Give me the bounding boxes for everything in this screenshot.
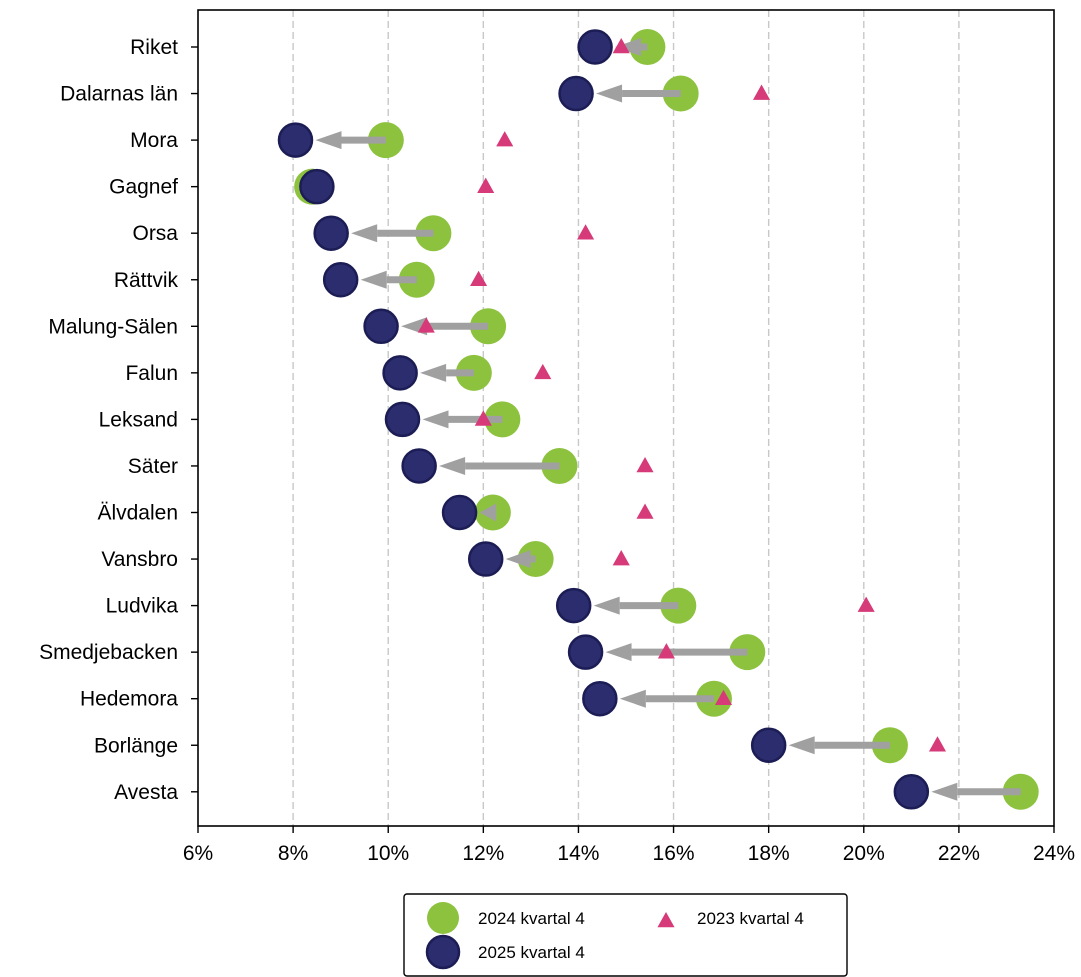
point-2025 <box>277 122 314 158</box>
point-2023 <box>534 363 552 380</box>
category-label: Orsa <box>132 222 178 245</box>
x-tick-label: 6% <box>183 842 213 865</box>
change-arrow <box>931 782 1021 801</box>
point-2024 <box>1002 773 1039 810</box>
x-tick-label: 12% <box>462 842 504 865</box>
point-2023 <box>857 596 875 612</box>
category-label: Dalarnas län <box>60 83 178 106</box>
point-2025 <box>441 494 478 531</box>
category-label: Älvdalen <box>97 502 178 525</box>
change-arrow <box>420 363 474 382</box>
category-label: Borlänge <box>94 734 178 757</box>
legend-marker-2024 <box>427 902 459 934</box>
change-arrow <box>593 596 679 615</box>
category-label: Ludvika <box>106 595 179 618</box>
category-label: Säter <box>128 455 178 478</box>
point-2025 <box>313 215 349 251</box>
point-2025 <box>384 401 421 438</box>
category-label: Leksand <box>99 408 178 431</box>
point-2025 <box>467 541 504 577</box>
point-2023 <box>496 131 514 147</box>
category-label: Falun <box>125 362 178 385</box>
x-tick-label: 14% <box>557 842 599 865</box>
point-2025 <box>401 448 437 484</box>
legend-marker-2025 <box>425 934 461 970</box>
change-arrow <box>619 689 714 708</box>
category-labels: Riket Dalarnas län Mora Gagnef Orsa Rättvik Ma… <box>39 36 198 804</box>
category-label: Smedjebacken <box>39 641 178 664</box>
point-2023 <box>474 410 492 426</box>
point-2025 <box>558 75 594 112</box>
category-label: Gagnef <box>109 176 178 199</box>
point-2023 <box>417 317 435 333</box>
change-arrow <box>479 503 497 522</box>
point-2023 <box>612 38 630 54</box>
legend-marker-2023 <box>657 912 675 928</box>
category-label: Rättvik <box>114 269 179 292</box>
point-2023 <box>928 736 947 752</box>
change-arrow <box>596 84 681 103</box>
point-2025 <box>750 727 787 763</box>
point-2023 <box>714 689 733 705</box>
x-axis-ticks: 6% 8% 10% 12% 14% 16% 18% 20% 22% 24% <box>183 826 1075 865</box>
point-2025 <box>567 634 604 670</box>
x-tick-label: 10% <box>367 842 409 865</box>
point-2025 <box>322 262 359 298</box>
category-label: Mora <box>130 129 178 152</box>
point-2023 <box>577 224 595 240</box>
change-arrow <box>788 736 890 755</box>
point-2023 <box>612 550 630 566</box>
point-2023 <box>636 456 654 473</box>
change-arrow <box>505 550 536 569</box>
point-2025 <box>382 355 418 391</box>
x-tick-label: 24% <box>1033 842 1075 865</box>
data-markers-top <box>277 29 947 810</box>
category-label: Malung-Sälen <box>48 315 178 338</box>
point-2025 <box>577 29 613 65</box>
point-2023 <box>477 177 495 193</box>
change-arrows <box>312 38 1021 801</box>
point-2023 <box>657 643 675 659</box>
point-2025 <box>582 680 618 717</box>
point-2023 <box>470 270 488 287</box>
change-arrow <box>360 270 417 289</box>
category-label: Vansbro <box>101 548 178 571</box>
change-arrow <box>351 224 434 243</box>
change-arrow <box>439 456 560 475</box>
legend: 2024 kvartal 4 2025 kvartal 4 2023 kvart… <box>403 893 848 977</box>
point-2025 <box>363 308 399 345</box>
point-2024 <box>484 401 521 438</box>
legend-box <box>403 893 848 977</box>
point-2025 <box>299 168 335 205</box>
x-tick-label: 18% <box>748 842 790 865</box>
change-arrow <box>615 38 648 56</box>
legend-label-2023: 2023 kvartal 4 <box>697 909 804 928</box>
category-label: Avesta <box>114 781 178 804</box>
category-label: Hedemora <box>80 688 178 711</box>
x-tick-label: 8% <box>278 842 308 865</box>
point-2023 <box>636 503 654 519</box>
point-2023 <box>752 84 771 100</box>
point-2025 <box>555 587 592 624</box>
x-tick-label: 16% <box>653 842 695 865</box>
category-label: Riket <box>130 36 178 59</box>
plot-area-frame <box>197 9 1055 827</box>
change-arrow <box>605 643 748 662</box>
legend-label-2025: 2025 kvartal 4 <box>478 943 585 962</box>
x-tick-label: 22% <box>938 842 980 865</box>
point-2025 <box>893 774 930 810</box>
change-arrow <box>315 131 386 150</box>
change-arrow <box>422 410 503 429</box>
x-tick-label: 20% <box>843 842 885 865</box>
legend-label-2024: 2024 kvartal 4 <box>478 909 585 928</box>
